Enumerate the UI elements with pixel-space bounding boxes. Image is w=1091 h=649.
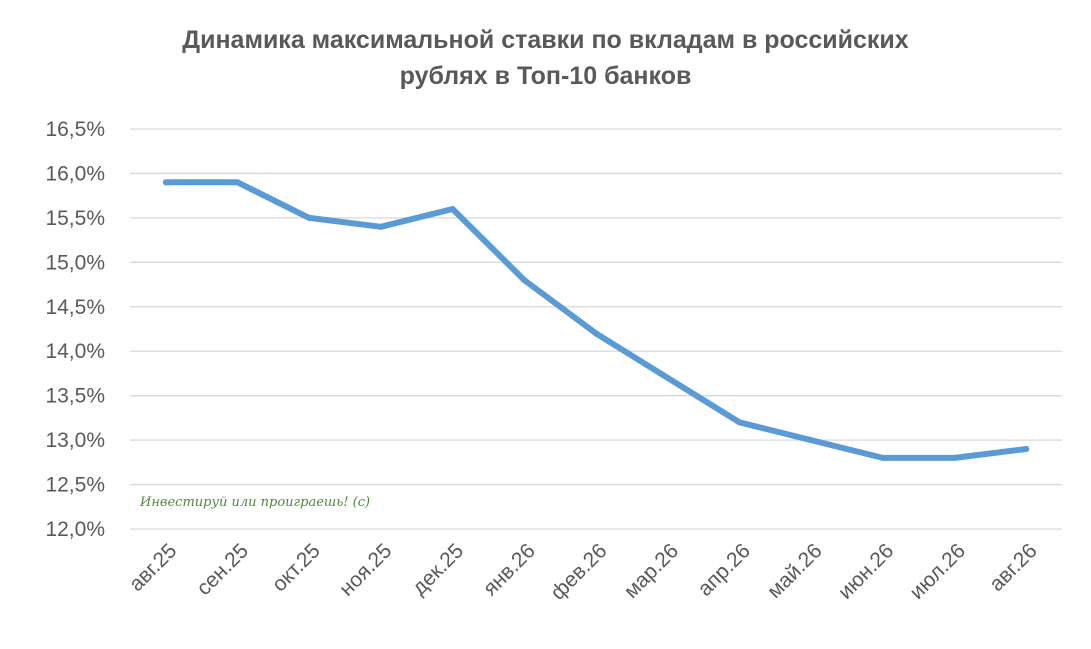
data-point <box>521 277 528 284</box>
x-tick-label: июн.26 <box>834 539 899 604</box>
x-tick-label: апр.26 <box>693 539 754 600</box>
y-tick-label: 14,5% <box>45 296 105 319</box>
x-tick-label: ноя.25 <box>335 539 396 600</box>
y-axis-ticks: 12,0% 12,5% 13,0% 13,5% 14,0% 14,5% 15,0% 15,5%… <box>45 118 105 541</box>
y-tick-label: 14,0% <box>45 340 105 363</box>
x-tick-label: дек.25 <box>408 539 468 599</box>
chart-title-line-1: Динамика максимальной ставки по вкладам … <box>182 26 909 54</box>
x-tick-label: окт.25 <box>268 539 325 596</box>
grid-layer <box>130 128 1062 530</box>
data-point <box>449 206 456 212</box>
chart-title: Динамика максимальной ставки по вкладам … <box>0 22 1091 94</box>
data-point <box>808 437 815 444</box>
x-tick-label: сен.25 <box>192 539 253 600</box>
x-tick-label: янв.26 <box>479 539 540 600</box>
data-point <box>664 374 671 381</box>
y-tick-label: 13,5% <box>45 385 105 408</box>
data-point <box>879 454 886 461</box>
y-tick-label: 15,0% <box>45 251 105 274</box>
watermark-text: Инвестируй или проиграешь! (с) <box>139 495 370 510</box>
x-axis-ticks: авг.25 сен.25 окт.25 ноя.25 дек.25 янв.26 фев.… <box>125 539 1042 604</box>
y-tick-label: 16,5% <box>45 118 105 141</box>
data-point <box>306 214 313 221</box>
x-tick-label: фев.26 <box>546 539 611 604</box>
y-tick-label: 16,0% <box>45 162 105 185</box>
series-layer <box>162 179 1030 461</box>
chart-title-line-2: рублях в Топ-10 банков <box>399 62 692 90</box>
y-tick-label: 13,0% <box>45 429 105 452</box>
x-tick-label: июл.26 <box>905 539 970 604</box>
data-point <box>593 330 599 337</box>
y-tick-label: 12,0% <box>45 518 105 541</box>
x-tick-label: авг.25 <box>125 539 182 596</box>
x-tick-label: мар.26 <box>620 539 684 603</box>
data-point <box>377 223 384 230</box>
data-point <box>162 179 169 186</box>
y-tick-label: 12,5% <box>45 474 105 497</box>
data-point <box>951 454 958 461</box>
y-tick-label: 15,5% <box>45 207 105 230</box>
series-line <box>162 179 1030 461</box>
data-point <box>736 419 743 426</box>
data-point <box>1023 446 1030 452</box>
x-tick-label: авг.26 <box>985 539 1042 596</box>
data-point <box>234 179 241 186</box>
x-tick-label: май.26 <box>763 539 827 603</box>
